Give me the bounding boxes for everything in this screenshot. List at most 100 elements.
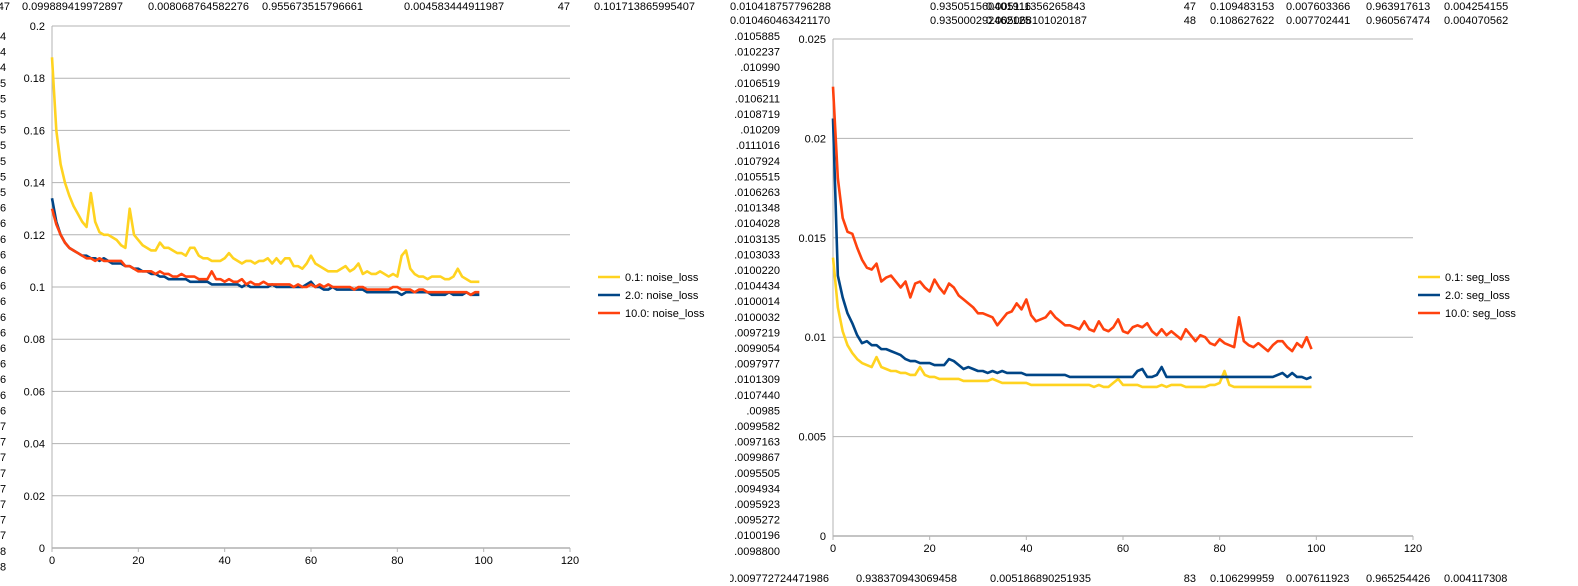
sheet-cell[interactable]: .0103033 xyxy=(734,249,780,261)
sheet-cell[interactable]: .010209 xyxy=(740,125,780,137)
sheet-cell[interactable]: 5 xyxy=(0,78,6,90)
sheet-cell[interactable]: 4 xyxy=(0,31,6,43)
sheet-cell[interactable]: .0104028 xyxy=(734,218,780,230)
sheet-cell[interactable]: 0.004254155 xyxy=(1444,1,1508,13)
sheet-cell[interactable]: 0.010418757796288 xyxy=(730,1,831,13)
sheet-cell[interactable]: 6 xyxy=(0,296,6,308)
sheet-cell[interactable]: .0106211 xyxy=(735,93,780,105)
sheet-cell[interactable]: .0099582 xyxy=(734,421,780,433)
sheet-cell[interactable]: 0.109483153 xyxy=(1210,1,1274,13)
sheet-cell[interactable]: 0.005111356265843 xyxy=(986,1,1085,13)
sheet-cell[interactable]: .0098800 xyxy=(734,546,780,558)
sheet-cell[interactable]: 0.010460463421170 xyxy=(730,15,830,27)
sheet-cell[interactable]: .0105885 xyxy=(734,31,780,43)
sheet-cell[interactable]: 0.935000292462125 xyxy=(930,15,1031,27)
sheet-cell[interactable]: 0.965254426 xyxy=(1366,573,1430,585)
sheet-cell[interactable]: .0104434 xyxy=(734,281,780,293)
sheet-cell[interactable]: .0107440 xyxy=(734,390,780,402)
sheet-cell[interactable]: 83 xyxy=(1184,573,1196,585)
sheet-cell[interactable]: 6 xyxy=(0,218,6,230)
sheet-cell[interactable]: .0099054 xyxy=(734,343,780,355)
sheet-cell[interactable]: 6 xyxy=(0,249,6,261)
sheet-cell[interactable]: 0.007603366 xyxy=(1286,1,1350,13)
sheet-cell[interactable]: .0100220 xyxy=(734,265,780,277)
sheet-cell[interactable]: 0.935051560401916 xyxy=(930,1,1031,13)
sheet-cell[interactable]: .0097163 xyxy=(734,437,780,449)
sheet-cell[interactable]: 0.005068101020187 xyxy=(986,15,1087,27)
sheet-cell[interactable]: 6 xyxy=(0,390,6,402)
sheet-cell[interactable]: .0095272 xyxy=(734,515,780,527)
sheet-cell[interactable]: .0107924 xyxy=(734,156,780,168)
sheet-cell[interactable]: .0100032 xyxy=(734,312,780,324)
sheet-cell[interactable]: 7 xyxy=(0,515,6,527)
sheet-cell[interactable]: .0111016 xyxy=(736,140,780,152)
sheet-cell[interactable]: 0.938370943069458 xyxy=(856,573,957,585)
sheet-cell[interactable]: 0.108627622 xyxy=(1210,15,1274,27)
sheet-cell[interactable]: .0108719 xyxy=(734,109,780,121)
sheet-cell[interactable]: 7 xyxy=(0,499,6,511)
sheet-cell[interactable]: 4 xyxy=(0,62,6,74)
sheet-cell[interactable]: 7 xyxy=(0,452,6,464)
sheet-cell[interactable]: 7 xyxy=(0,421,6,433)
sheet-cell[interactable]: 47 xyxy=(0,1,10,13)
sheet-cell[interactable]: .0095923 xyxy=(734,499,780,511)
sheet-cell[interactable]: 47 xyxy=(558,1,570,13)
sheet-cell[interactable]: 6 xyxy=(0,359,6,371)
sheet-cell[interactable]: 6 xyxy=(0,281,6,293)
sheet-cell[interactable]: 5 xyxy=(0,187,6,199)
sheet-cell[interactable]: 0.101713865995407 xyxy=(594,1,695,13)
sheet-cell[interactable]: 0.004117308 xyxy=(1444,573,1507,585)
sheet-cell[interactable]: 0.955673515796661 xyxy=(262,1,363,13)
sheet-cell[interactable]: 0.005186890251935 xyxy=(990,573,1091,585)
sheet-cell[interactable]: 0.008068764582276 xyxy=(148,1,249,13)
sheet-cell[interactable]: 48 xyxy=(1184,15,1196,27)
sheet-cell[interactable]: .010990 xyxy=(740,62,780,74)
sheet-cell[interactable]: 0.004070562 xyxy=(1444,15,1508,27)
sheet-cell[interactable]: 6 xyxy=(0,405,6,417)
sheet-cell[interactable]: 5 xyxy=(0,171,6,183)
sheet-cell[interactable]: 6 xyxy=(0,203,6,215)
sheet-cell[interactable]: 47 xyxy=(1184,1,1196,13)
sheet-cell[interactable]: 5 xyxy=(0,156,6,168)
sheet-cell[interactable]: 0.007702441 xyxy=(1286,15,1350,27)
sheet-cell[interactable]: 7 xyxy=(0,483,6,495)
sheet-cell[interactable]: 0.099889419972897 xyxy=(22,1,123,13)
sheet-cell[interactable]: 7 xyxy=(0,437,6,449)
sheet-cell[interactable]: 4 xyxy=(0,47,6,59)
sheet-cell[interactable]: 5 xyxy=(0,93,6,105)
sheet-cell[interactable]: 0.960567474 xyxy=(1366,15,1430,27)
sheet-cell[interactable]: 6 xyxy=(0,343,6,355)
sheet-cell[interactable]: 5 xyxy=(0,125,6,137)
sheet-cell[interactable]: 6 xyxy=(0,312,6,324)
sheet-cell[interactable]: 0.007611923 xyxy=(1286,573,1349,585)
sheet-cell[interactable]: .0101348 xyxy=(734,203,780,215)
sheet-cell[interactable]: 0.106299959 xyxy=(1210,573,1274,585)
sheet-cell[interactable]: .0103135 xyxy=(734,234,780,246)
sheet-cell[interactable]: .0100196 xyxy=(734,530,780,542)
sheet-cell[interactable]: 7 xyxy=(0,530,6,542)
sheet-cell[interactable]: 6 xyxy=(0,327,6,339)
sheet-cell[interactable]: .0105515 xyxy=(734,171,780,183)
sheet-cell[interactable]: 0.004583444911987 xyxy=(404,1,504,13)
sheet-cell[interactable]: .0097219 xyxy=(734,327,780,339)
sheet-cell[interactable]: 8 xyxy=(0,546,6,558)
sheet-cell[interactable]: .0106263 xyxy=(734,187,780,199)
sheet-cell[interactable]: 6 xyxy=(0,234,6,246)
sheet-cell[interactable]: .0097977 xyxy=(734,359,780,371)
sheet-cell[interactable]: 6 xyxy=(0,374,6,386)
sheet-cell[interactable]: .0106519 xyxy=(734,78,780,90)
sheet-cell[interactable]: 5 xyxy=(0,140,6,152)
sheet-cell[interactable]: .0099867 xyxy=(734,452,780,464)
sheet-cell[interactable]: 6 xyxy=(0,265,6,277)
sheet-cell[interactable]: .0094934 xyxy=(734,483,780,495)
sheet-cell[interactable]: .00985 xyxy=(746,405,780,417)
sheet-cell[interactable]: .0100014 xyxy=(734,296,780,308)
sheet-cell[interactable]: 7 xyxy=(0,468,6,480)
sheet-cell[interactable]: .0102237 xyxy=(734,47,780,59)
sheet-cell[interactable]: 0.963917613 xyxy=(1366,1,1430,13)
sheet-cell[interactable]: .0095505 xyxy=(734,468,780,480)
sheet-cell[interactable]: 5 xyxy=(0,109,6,121)
sheet-cell[interactable]: 0.009772724471986 xyxy=(728,573,829,585)
sheet-cell[interactable]: .0101309 xyxy=(734,374,780,386)
sheet-cell[interactable]: 8 xyxy=(0,561,6,573)
